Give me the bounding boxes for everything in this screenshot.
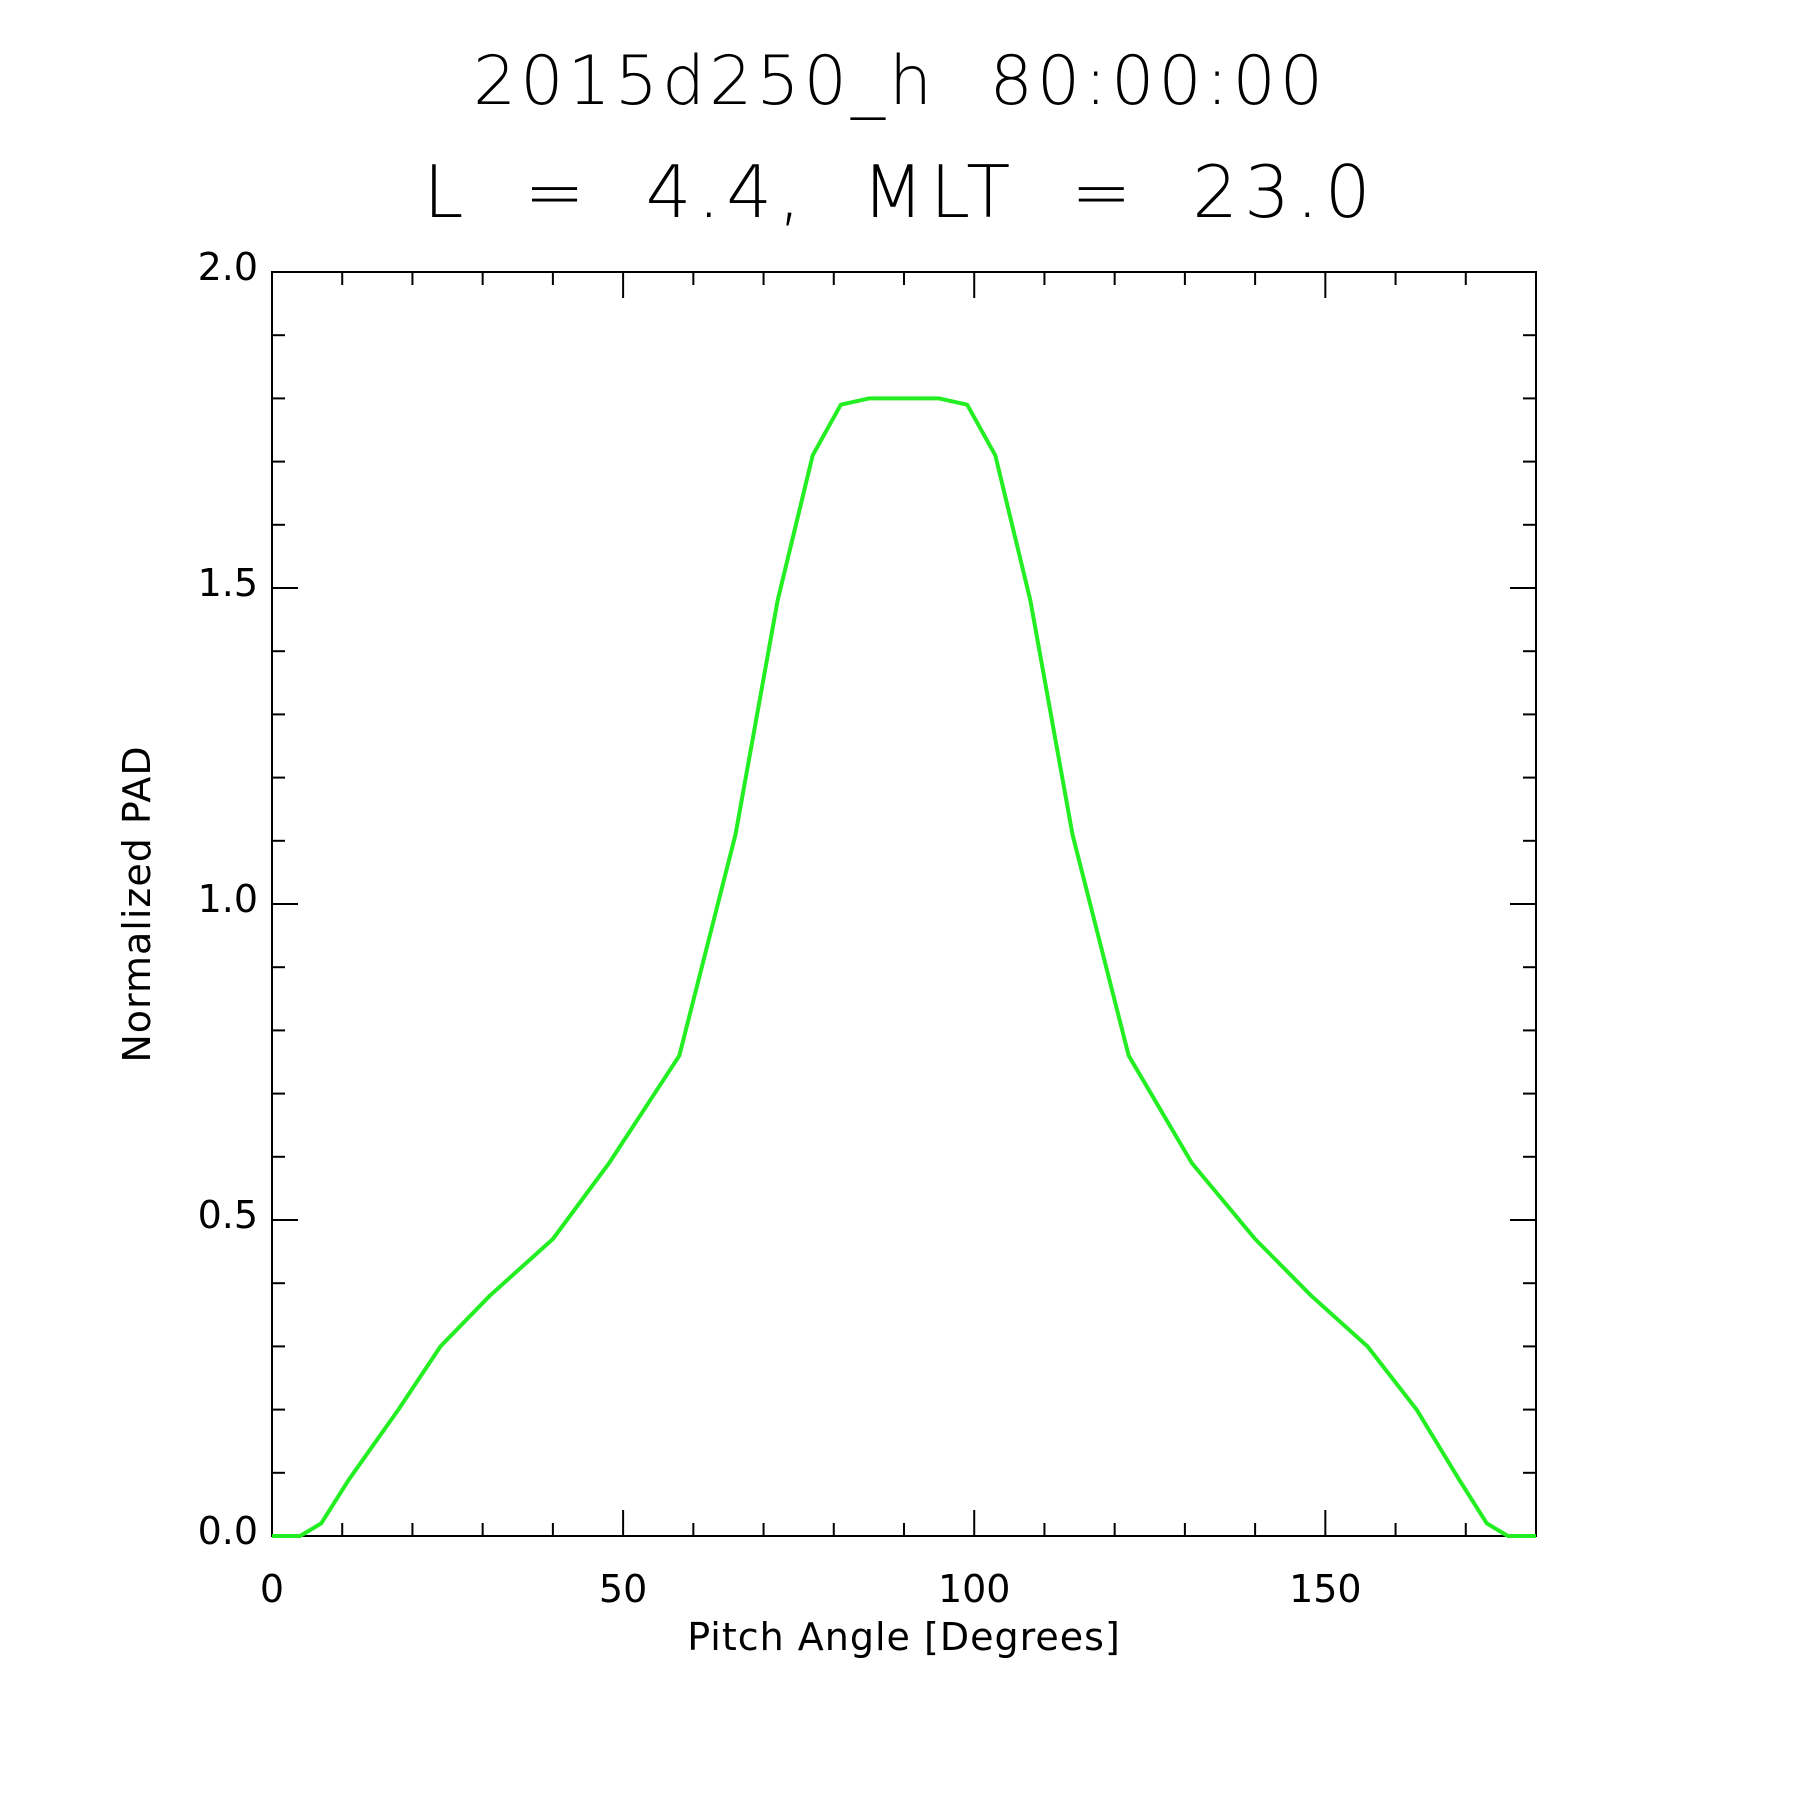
y-tick-label: 0.0 (198, 1509, 258, 1553)
y-tick-label: 2.0 (198, 245, 258, 289)
x-tick-labels: 0 50 100 150 (260, 1567, 1362, 1611)
y-tick-labels: 0.0 0.5 1.0 1.5 2.0 (198, 245, 258, 1553)
x-tick-label: 150 (1289, 1567, 1362, 1611)
axis-ticks (271, 271, 1537, 1537)
y-axis-label: Normalized PAD (115, 745, 159, 1062)
y-tick-label: 1.5 (198, 561, 258, 605)
chart-title: 2015d250_h 80:00:00 (472, 42, 1328, 121)
x-tick-label: 100 (938, 1567, 1011, 1611)
chart-subtitle: L = 4.4, MLT = 23.0 (423, 150, 1377, 234)
series-group (272, 396, 1536, 1538)
x-axis-label: Pitch Angle [Degrees] (687, 1615, 1121, 1659)
y-tick-label: 1.0 (198, 877, 258, 921)
plot-frame (271, 271, 1537, 1537)
x-tick-label: 0 (260, 1567, 284, 1611)
y-tick-label: 0.5 (198, 1193, 258, 1237)
series-line (272, 396, 1536, 1538)
x-tick-label: 50 (599, 1567, 647, 1611)
